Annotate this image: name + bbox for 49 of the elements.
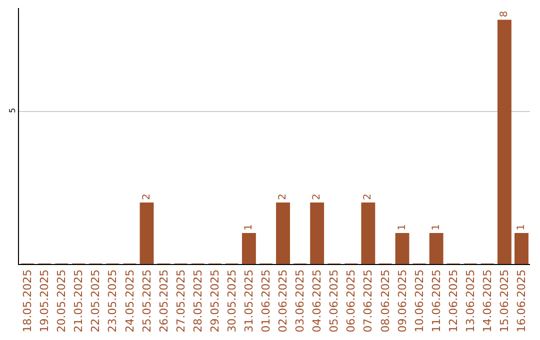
- bar: [361, 202, 376, 264]
- x-tick-label: 08.06.2025: [378, 269, 392, 332]
- x-tick-label: 25.05.2025: [140, 269, 154, 332]
- data-label: 1: [243, 224, 254, 231]
- x-tick-label: 29.05.2025: [208, 269, 222, 332]
- bar: [140, 202, 154, 264]
- x-tick-label: 05.06.2025: [328, 269, 341, 332]
- data-label: 2: [141, 194, 152, 200]
- data-label: 2: [278, 194, 289, 200]
- x-tick-label: 31.05.2025: [242, 269, 256, 332]
- bar: [242, 233, 256, 264]
- data-label: 8: [498, 10, 510, 18]
- x-tick-label: 06.06.2025: [344, 269, 358, 332]
- x-tick-label: 02.06.2025: [276, 269, 290, 332]
- bar: [514, 233, 528, 264]
- bar: [429, 233, 444, 264]
- x-tick-label: 30.05.2025: [225, 269, 238, 332]
- x-tick-label: 10.06.2025: [412, 269, 426, 332]
- x-tick-label: 18.05.2025: [21, 269, 34, 332]
- data-label: 1: [516, 224, 527, 231]
- x-tick-label: 21.05.2025: [72, 269, 86, 332]
- x-tick-label: 04.06.2025: [310, 269, 324, 332]
- y-tick-label: 5: [8, 108, 17, 113]
- bar: [276, 202, 290, 264]
- bar: [310, 202, 324, 264]
- x-tick-label: 11.06.2025: [430, 269, 443, 332]
- x-tick-label: 26.05.2025: [157, 269, 170, 332]
- x-tick-label: 24.05.2025: [123, 269, 136, 332]
- x-tick-label: 28.05.2025: [191, 269, 204, 332]
- x-tick-label: 15.06.2025: [498, 269, 512, 332]
- x-tick-label: 14.06.2025: [480, 269, 494, 332]
- x-tick-label: 12.06.2025: [446, 269, 460, 332]
- data-label: 1: [430, 224, 442, 231]
- bar: [497, 20, 512, 264]
- bar: [395, 233, 410, 264]
- x-tick-label: 09.06.2025: [396, 269, 409, 332]
- x-tick-label: 20.05.2025: [55, 269, 68, 332]
- x-tick-label: 19.05.2025: [38, 269, 52, 332]
- x-tick-label: 16.06.2025: [515, 269, 528, 332]
- x-tick-label: 03.06.2025: [294, 269, 307, 332]
- data-label: 1: [396, 224, 408, 231]
- data-label: 2: [362, 194, 374, 200]
- x-tick-label: 01.06.2025: [260, 269, 273, 332]
- x-tick-label: 13.06.2025: [464, 269, 477, 332]
- x-tick-label: 22.05.2025: [89, 269, 102, 332]
- x-tick-label: 23.05.2025: [106, 269, 120, 332]
- x-tick-label: 27.05.2025: [174, 269, 188, 332]
- x-tick-label: 07.06.2025: [362, 269, 375, 332]
- data-label: 2: [312, 194, 323, 200]
